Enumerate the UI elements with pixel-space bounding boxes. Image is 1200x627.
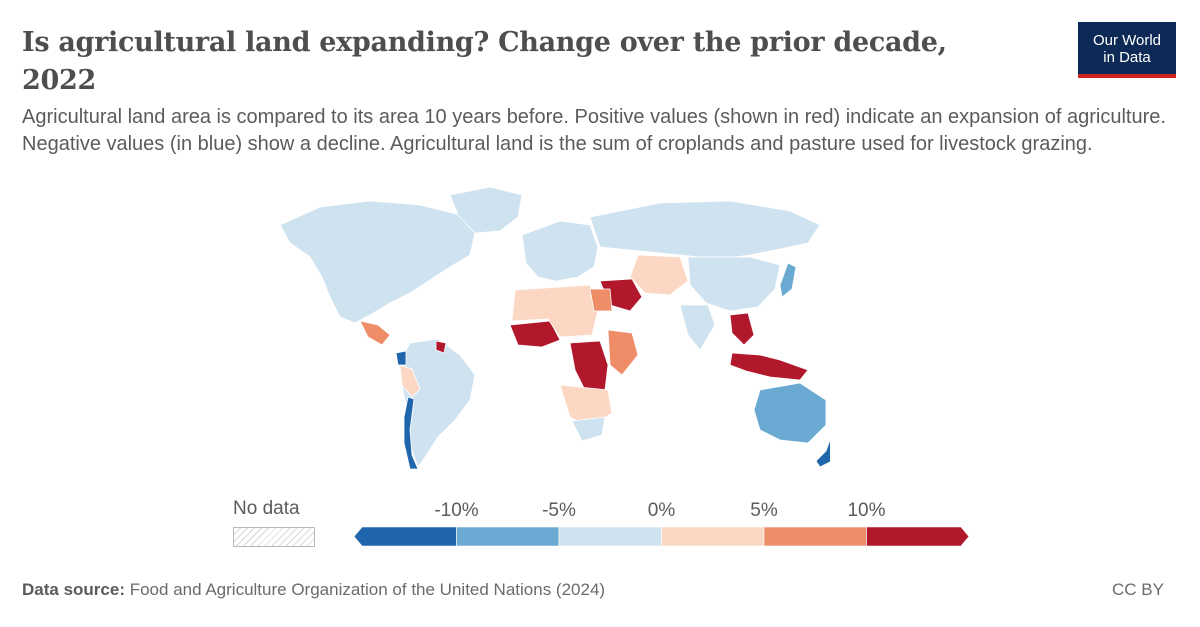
source-label: Data source: bbox=[22, 580, 125, 599]
legend-bin-1[interactable] bbox=[456, 526, 560, 547]
region-central-asia[interactable] bbox=[629, 254, 689, 296]
region-india[interactable] bbox=[679, 304, 716, 351]
legend-tick-label: 10% bbox=[847, 500, 885, 521]
region-west-africa[interactable] bbox=[509, 320, 561, 348]
region-central-africa[interactable] bbox=[569, 340, 609, 391]
logo-line-2: in Data bbox=[1103, 49, 1151, 66]
region-japan[interactable] bbox=[779, 262, 797, 298]
chart-title: Is agricultural land expanding? Change o… bbox=[22, 27, 947, 96]
logo-line-1: Our World bbox=[1092, 32, 1162, 49]
region-south-america[interactable] bbox=[399, 338, 476, 468]
color-scale: -10% -5% 0% 5% 10% bbox=[353, 500, 970, 547]
region-china[interactable] bbox=[687, 256, 781, 312]
region-guyana[interactable] bbox=[435, 340, 447, 354]
region-new-zealand[interactable] bbox=[815, 439, 830, 468]
source-text[interactable]: Food and Agriculture Organization of the… bbox=[129, 580, 606, 599]
legend-tick-label: 0% bbox=[648, 500, 676, 521]
no-data-label: No data bbox=[233, 498, 300, 519]
chart-subtitle: Agricultural land area is compared to it… bbox=[22, 106, 1166, 155]
no-data-swatch bbox=[233, 527, 315, 547]
region-ecuador[interactable] bbox=[395, 350, 407, 366]
region-australia[interactable] bbox=[753, 382, 827, 444]
region-egypt[interactable] bbox=[589, 288, 613, 312]
legend-bin-4[interactable] bbox=[763, 526, 867, 547]
region-north-america[interactable] bbox=[279, 200, 476, 324]
legend-bin-0[interactable] bbox=[353, 526, 457, 547]
legend-bin-5[interactable] bbox=[866, 526, 970, 547]
owid-logo[interactable]: Our World in Data bbox=[1078, 22, 1176, 78]
region-europe[interactable] bbox=[521, 220, 599, 282]
world-map[interactable] bbox=[260, 185, 830, 475]
region-south-africa[interactable] bbox=[571, 416, 606, 442]
license[interactable]: CC BY bbox=[1112, 580, 1164, 599]
legend-tick-label: 5% bbox=[750, 500, 778, 521]
legend-tick-label: -5% bbox=[542, 500, 576, 521]
region-russia[interactable] bbox=[589, 200, 821, 260]
data-source: Data source: Food and Agriculture Organi… bbox=[22, 580, 605, 600]
region-chile[interactable] bbox=[403, 396, 419, 470]
legend-bin-3[interactable] bbox=[661, 526, 765, 547]
region-greenland[interactable] bbox=[449, 186, 523, 234]
region-indonesia[interactable] bbox=[729, 352, 809, 381]
region-peru[interactable] bbox=[399, 364, 421, 398]
legend-tick-label: -10% bbox=[434, 500, 478, 521]
region-central-america[interactable] bbox=[359, 320, 391, 346]
legend-bin-2[interactable] bbox=[558, 526, 662, 547]
region-east-africa[interactable] bbox=[607, 329, 639, 376]
region-southeast-asia[interactable] bbox=[729, 312, 755, 346]
